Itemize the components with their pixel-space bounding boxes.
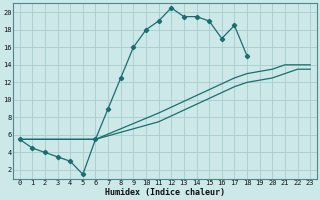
X-axis label: Humidex (Indice chaleur): Humidex (Indice chaleur): [105, 188, 225, 197]
